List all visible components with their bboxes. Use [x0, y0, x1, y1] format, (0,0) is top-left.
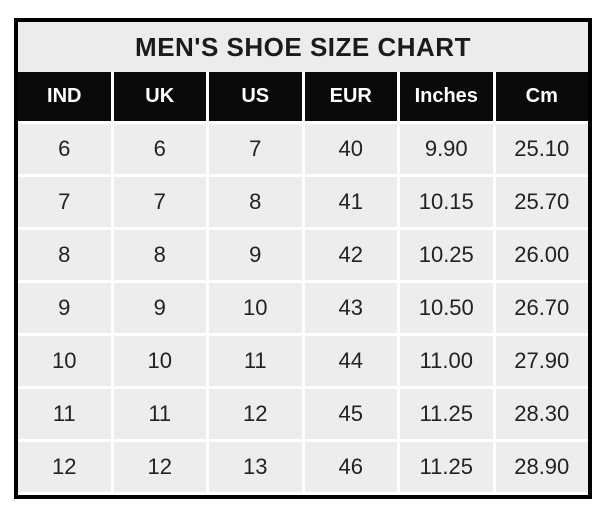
- table-cell-r3-uk: 8: [113, 230, 206, 280]
- table-cell-r7-ind: 12: [18, 442, 111, 492]
- table-cell-r1-eur: 40: [304, 124, 397, 174]
- table-cell-r1-cm: 25.10: [495, 124, 588, 174]
- table-cell-r7-inches: 11.25: [400, 442, 493, 492]
- table-cell-r2-uk: 7: [113, 177, 206, 227]
- table-cell-r4-cm: 26.70: [495, 283, 588, 333]
- table-cell-r2-inches: 10.15: [400, 177, 493, 227]
- table-cell-r1-uk: 6: [113, 124, 206, 174]
- table-cell-r3-cm: 26.00: [495, 230, 588, 280]
- column-header-us: US: [209, 72, 302, 121]
- table-cell-r6-us: 12: [209, 389, 302, 439]
- table-cell-r3-eur: 42: [304, 230, 397, 280]
- table-cell-r6-eur: 45: [304, 389, 397, 439]
- table-cell-r7-eur: 46: [304, 442, 397, 492]
- table-cell-r3-ind: 8: [18, 230, 111, 280]
- table-cell-r5-eur: 44: [304, 336, 397, 386]
- shoe-size-chart: MEN'S SHOE SIZE CHART IND UK US EUR Inches Cm…: [14, 18, 592, 499]
- table-cell-r4-ind: 9: [18, 283, 111, 333]
- table-cell-r5-inches: 11.00: [400, 336, 493, 386]
- chart-title: MEN'S SHOE SIZE CHART: [18, 22, 588, 72]
- table-cell-r1-ind: 6: [18, 124, 111, 174]
- table-cell-r7-cm: 28.90: [495, 442, 588, 492]
- table-cell-r4-us: 10: [209, 283, 302, 333]
- table-cell-r3-us: 9: [209, 230, 302, 280]
- column-header-ind: IND: [18, 72, 111, 121]
- table-cell-r6-cm: 28.30: [495, 389, 588, 439]
- table-cell-r2-eur: 41: [304, 177, 397, 227]
- table-cell-r7-uk: 12: [113, 442, 206, 492]
- table-cell-r5-ind: 10: [18, 336, 111, 386]
- table-cell-r4-uk: 9: [113, 283, 206, 333]
- table-cell-r5-cm: 27.90: [495, 336, 588, 386]
- table-cell-r6-inches: 11.25: [400, 389, 493, 439]
- table-cell-r1-inches: 9.90: [400, 124, 493, 174]
- column-header-uk: UK: [113, 72, 206, 121]
- table-cell-r4-inches: 10.50: [400, 283, 493, 333]
- table-cell-r6-ind: 11: [18, 389, 111, 439]
- column-header-eur: EUR: [304, 72, 397, 121]
- table-cell-r5-us: 11: [209, 336, 302, 386]
- table-cell-r6-uk: 11: [113, 389, 206, 439]
- table-cell-r3-inches: 10.25: [400, 230, 493, 280]
- size-grid: IND UK US EUR Inches Cm 6 6 7 40 9.90 25.10 7 7 8 41 10.…: [18, 72, 588, 495]
- table-cell-r2-us: 8: [209, 177, 302, 227]
- table-cell-r5-uk: 10: [113, 336, 206, 386]
- column-header-inches: Inches: [400, 72, 493, 121]
- table-cell-r1-us: 7: [209, 124, 302, 174]
- table-cell-r7-us: 13: [209, 442, 302, 492]
- table-cell-r2-cm: 25.70: [495, 177, 588, 227]
- table-cell-r2-ind: 7: [18, 177, 111, 227]
- column-header-cm: Cm: [495, 72, 588, 121]
- table-cell-r4-eur: 43: [304, 283, 397, 333]
